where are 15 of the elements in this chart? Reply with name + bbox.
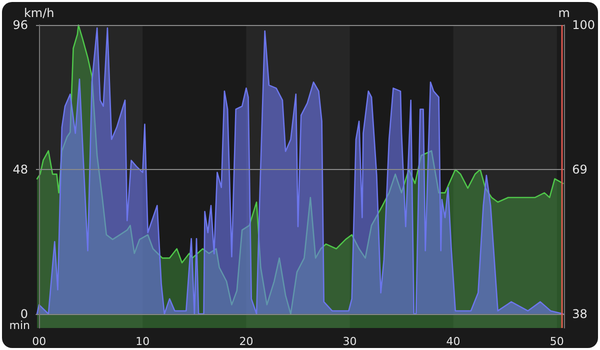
x-tick-label: 20 <box>239 335 254 348</box>
y-axis-title: km/h <box>24 6 54 20</box>
y-tick-label: 96 <box>12 18 28 32</box>
y2-tick-label: 38 <box>572 307 588 322</box>
x-tick-label: 50 <box>550 335 564 348</box>
x-tick-label: 40 <box>446 335 460 348</box>
x-tick-label: 30 <box>342 335 357 348</box>
y2-axis-title: m <box>558 6 570 20</box>
y-tick-label: 0 <box>20 306 28 321</box>
x-axis-title: min <box>9 318 30 332</box>
x-tick-label: 10 <box>136 335 150 348</box>
y-tick-label: 48 <box>12 162 28 176</box>
x-tick-label: 00 <box>32 335 46 348</box>
y2-tick-label: 69 <box>572 162 588 177</box>
y2-tick-label: 100 <box>572 18 595 32</box>
